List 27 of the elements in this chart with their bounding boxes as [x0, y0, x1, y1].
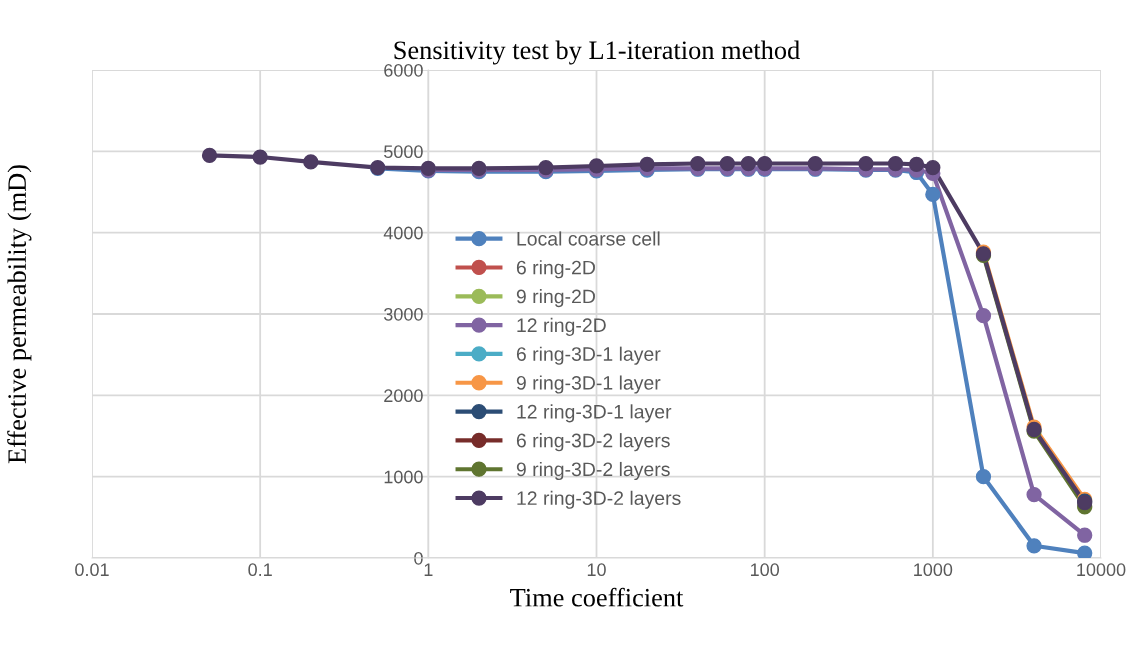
y-tick-label: 2000: [384, 389, 423, 403]
y-tick-label: 6000: [384, 63, 423, 77]
y-tick-label: 3000: [384, 307, 423, 321]
y-tick-label: 0: [414, 551, 423, 565]
legend-label: 6 ring-2D: [516, 260, 595, 279]
x-tick-label: 10: [587, 563, 606, 577]
legend-label: 12 ring-3D-2 layers: [517, 490, 681, 509]
chart-title: Sensitivity test by L1-iteration method: [394, 40, 800, 65]
legend-label: 12 ring-2D: [517, 317, 606, 336]
x-tick-label: 100: [750, 563, 780, 577]
x-tick-label: 0.01: [75, 563, 109, 577]
x-tick-label: 1000: [914, 563, 953, 577]
y-tick-label: 1000: [384, 470, 423, 484]
x-tick-label: 10000: [1077, 563, 1126, 577]
legend-label: 12 ring-3D-1 layer: [517, 404, 672, 423]
legend-label: 9 ring-2D: [516, 289, 595, 308]
legend-label: 6 ring-3D-1 layer: [516, 346, 661, 365]
y-tick-label: 5000: [384, 145, 423, 159]
x-tick-label: 0.1: [248, 563, 272, 577]
legend-label: 9 ring-3D-2 layers: [516, 461, 670, 481]
x-axis-title: Time coefficient: [510, 587, 684, 607]
y-tick-label: 4000: [383, 226, 423, 240]
legend-label: 9 ring-3D-1 layer: [516, 375, 661, 394]
y-axis-title: Effective permeability (mD): [7, 165, 32, 464]
x-tick-label: 1: [424, 563, 433, 576]
legend-label: 6 ring-3D-2 layers: [516, 433, 670, 452]
legend-label: Local coarse cell: [517, 231, 660, 246]
